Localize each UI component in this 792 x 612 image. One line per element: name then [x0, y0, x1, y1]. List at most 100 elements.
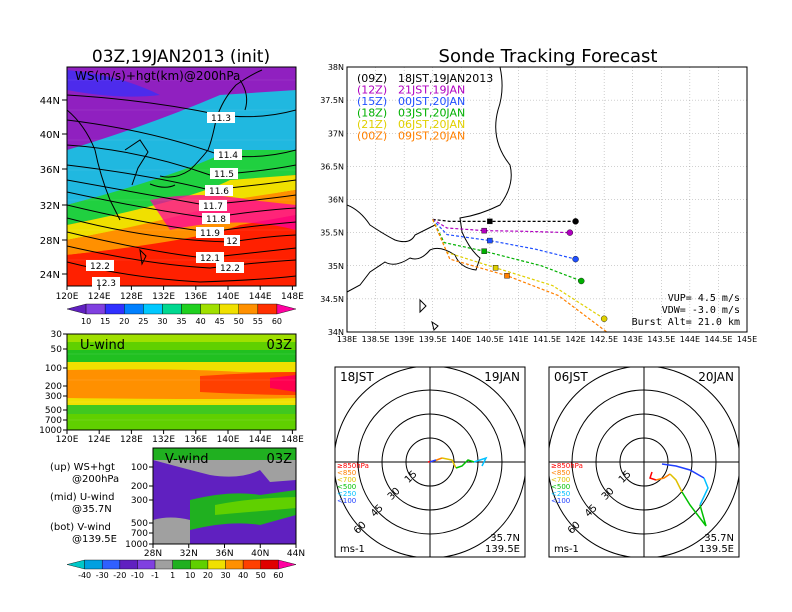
track-legend-code: (15Z) — [357, 95, 387, 108]
polar-right-time: 06JST — [554, 370, 588, 384]
u-lon-label: 140E — [217, 435, 240, 445]
panel-legend-notes: (up) WS+hgt @200hPa (mid) U-wind @35.7N … — [50, 462, 119, 545]
track-lat-label: 34.5N — [320, 295, 344, 304]
u-lon-label: 136E — [184, 435, 207, 445]
u-p-label: 100 — [45, 364, 62, 374]
speed-colorbar-label: 30 — [157, 317, 167, 326]
track-lon-label: 145E — [737, 335, 757, 344]
note-up-1: (up) WS+hgt — [50, 462, 115, 473]
polar-left-unit: ms-1 — [340, 544, 365, 555]
polar-right-loc1: 35.7N — [704, 533, 734, 544]
map-lon-label: 140E — [217, 292, 240, 302]
polar-legend-item: <700 — [551, 476, 570, 484]
v-p-label: 1000 — [125, 540, 148, 550]
hodograph-right-trace — [649, 463, 709, 527]
track-marker-square — [481, 248, 487, 254]
track-legend-time: 21JST,19JAN — [398, 84, 465, 97]
param-vdw: VDW= -3.0 m/s — [662, 305, 740, 316]
u-p-label: 700 — [45, 416, 62, 426]
track-lat-label: 35.5N — [320, 229, 344, 238]
v-lat-label: 32N — [180, 549, 198, 559]
uv-colorbar-label: -20 — [113, 571, 126, 580]
speed-colorbar-label: 50 — [234, 317, 244, 326]
track-line — [432, 218, 570, 234]
speed-colorbar-cell — [181, 303, 201, 315]
uv-colorbar-cell — [207, 559, 226, 570]
contour-label-box — [224, 235, 240, 246]
track-lat-label: 38N — [328, 63, 344, 72]
polar-left-loc2: 139.5E — [485, 544, 520, 555]
map-lon-label: 124E — [88, 292, 111, 302]
polar-legend-item: <100 — [337, 497, 356, 505]
track-legend-time: 03JST,20JAN — [398, 107, 465, 120]
v-p-label: 500 — [131, 519, 148, 529]
right-title: Sonde Tracking Forecast — [439, 46, 658, 67]
speed-colorbar-label: 40 — [195, 317, 205, 326]
map-lon-label: 128E — [120, 292, 143, 302]
u-p-label: 1000 — [39, 426, 62, 436]
polar-right-loc2: 139.5E — [699, 544, 734, 555]
uv-colorbar-cell — [278, 559, 297, 570]
speed-colorbar-cell — [143, 303, 163, 315]
polar-legend-item: <850 — [551, 469, 570, 477]
contour-label-box — [86, 260, 114, 271]
uv-colorbar-label: 50 — [256, 571, 266, 580]
contour-label: 12.2 — [90, 262, 110, 272]
uv-colorbar-label: 30 — [220, 571, 230, 580]
contour-label: 11.5 — [214, 170, 234, 180]
contour-label: 11.8 — [206, 215, 226, 225]
polar-left-loc1: 35.7N — [490, 533, 520, 544]
contour-label-box — [210, 168, 238, 179]
speed-colorbar-label: 10 — [81, 317, 91, 326]
contour-label: 12 — [226, 237, 237, 247]
speed-colorbar-label: 15 — [100, 317, 110, 326]
track-marker-square — [481, 227, 487, 234]
map-lon-label: 132E — [152, 292, 175, 302]
polar-legend-item: <500 — [551, 483, 570, 491]
track-legend: (09Z) 18JST,19JAN2013 (12Z) 21JST,19JAN (15Z… — [357, 72, 493, 143]
track-lat-label: 34N — [328, 328, 344, 337]
contour-label: 11.9 — [200, 229, 220, 239]
uv-colorbar-cell — [119, 559, 138, 570]
track-lon-label: 141.5E — [533, 335, 561, 344]
polar-left-time: 18JST — [340, 370, 374, 384]
track-marker-square — [504, 272, 510, 279]
polar-right-legend: ≥850hPa<850<700<500<250<100 — [551, 462, 583, 505]
note-mid-1: (mid) U-wind — [50, 492, 114, 503]
speed-colorbar-label: 60 — [272, 317, 282, 326]
polar-left-date: 19JAN — [484, 370, 520, 384]
contour-label-box — [205, 185, 233, 196]
u-p-label: 500 — [45, 406, 62, 416]
map-lat-label: 32N — [40, 201, 60, 212]
contour-label: 11.6 — [209, 187, 229, 197]
speed-colorbar-cell — [124, 303, 144, 315]
track-lon-label: 139E — [394, 335, 414, 344]
polar-left-legend: ≥850hPa<850<700<500<250<100 — [337, 462, 369, 505]
uv-colorbar-label: -10 — [131, 571, 144, 580]
track-legend-time: 18JST,19JAN2013 — [398, 72, 493, 85]
contour-label: 11.4 — [218, 151, 238, 161]
track-lon-label: 144.5E — [704, 335, 732, 344]
u-lon-label: 128E — [120, 435, 143, 445]
uv-colorbar: -40 -30 -20 -10 -1 1 10 20 30 40 50 60 — [66, 559, 297, 580]
u-lon-label: 148E — [281, 435, 304, 445]
speed-colorbar-cell — [276, 303, 297, 315]
polar-legend-item: ≥850hPa — [551, 462, 583, 470]
track-lat-label: 36N — [328, 196, 344, 205]
map-lat-label: 24N — [40, 270, 60, 281]
track-marker-square — [492, 265, 499, 271]
v-lat-label: 44N — [287, 549, 305, 559]
track-legend-code: (21Z) — [357, 118, 387, 131]
speed-colorbar-label: 35 — [176, 317, 186, 326]
contour-label-box — [207, 112, 235, 123]
speed-colorbar-cell — [219, 303, 239, 315]
track-coastline — [347, 67, 512, 331]
sonde-track-panel: 38N 37.5N 37N 36.5N 36N 35.5N 35N 34.5N 34N 138E… — [320, 63, 757, 344]
speed-colorbar-cell — [238, 303, 259, 315]
track-end-point — [600, 315, 608, 322]
left-title: 03Z,19JAN2013 (init) — [92, 47, 270, 67]
u-p-label: 200 — [45, 382, 62, 392]
uv-colorbar-label: 20 — [203, 571, 213, 580]
